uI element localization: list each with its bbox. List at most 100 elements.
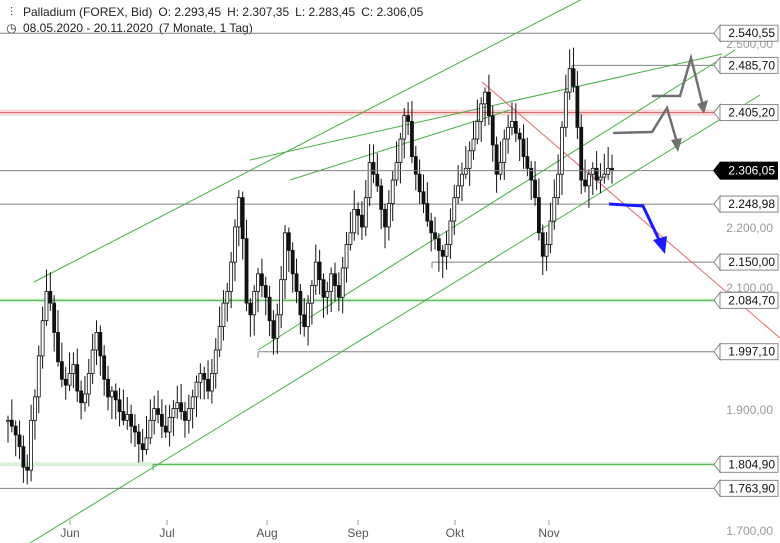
candle-body [163,425,168,433]
candle-body [83,393,87,404]
level-label: 2.405,20 [728,106,775,120]
candle-body [460,173,464,187]
candle-body [13,425,18,436]
candle-body [248,302,253,316]
y-tick-label: 1.700,00 [726,524,773,538]
candle-body [252,290,257,316]
candle-body [340,267,345,298]
candle-body [240,197,245,240]
y-tick-label: 2.200,00 [726,221,773,235]
candle-body [486,91,491,117]
candle-body [183,411,187,421]
candle-body [29,419,33,471]
level-label-pointer [713,454,721,474]
candle-body [498,162,503,175]
low-value: L: 2.283,45 [295,5,356,19]
candle-body [587,173,591,187]
candle-body [94,332,99,351]
candle-body [90,349,95,374]
candle-body [371,162,376,175]
candle-body [321,279,326,298]
candle-body [475,121,480,140]
candle-body [333,273,337,286]
candle-body [133,425,137,433]
candle-body [540,232,545,257]
candle-body [79,390,83,404]
candle-body [413,156,418,175]
level-label: 1.997,10 [728,345,775,359]
candle-body [306,302,310,327]
candle-body [567,68,572,93]
candle-body [194,381,199,398]
candle-body [117,399,122,412]
candle-body [406,115,411,122]
arrowhead-lower [671,138,682,152]
candle-body [375,173,380,187]
x-tick-label: Nov [538,526,559,540]
candle-body [102,355,107,380]
candle-body [148,419,153,439]
channel-upper-inner-line [249,53,723,161]
candle-body [217,326,222,351]
candle-body [302,314,307,327]
candle-body [521,138,526,158]
candle-body [348,232,353,245]
candle-body [410,121,414,158]
candle-body [440,249,445,257]
candle-body [298,290,303,316]
candle-body [40,320,45,357]
candle-body [356,208,360,216]
candle-body [67,373,72,386]
open-value: O: 2.293,45 [158,5,222,19]
candle-body [260,273,264,286]
candle-body [121,411,126,421]
candle-body [467,150,472,169]
level-label-pointer [713,55,721,75]
current-price-pointer [713,161,720,180]
chart-header-line1: ⫶ Palladium (FOREX, Bid) O: 2.293,45 H: 2.3… [6,5,429,20]
candle-body [129,414,134,427]
candle-body [510,121,514,128]
candle-body [325,290,330,298]
candle-body [144,437,149,451]
candle-body [379,185,384,210]
candle-body [36,355,41,398]
candle-body [548,220,553,245]
candle-body [221,302,226,327]
candle-body [106,378,110,398]
candle-body [21,446,26,468]
candle-body [156,408,160,415]
candle-body [159,414,164,427]
level-label: 2.485,70 [728,58,775,72]
candle-body [502,138,507,163]
candle-body [360,214,364,228]
level-label-pointer [713,342,721,362]
candle-body [490,115,495,146]
y-tick-label: 2.100,00 [726,281,773,295]
candle-body [198,373,203,383]
level-label: 2.084,70 [728,293,775,307]
projection-arrow-upper [652,53,706,111]
chart-type-icon[interactable]: ⫶ [9,5,13,19]
candle-body [63,378,68,386]
clock-icon: ◷ [6,21,17,35]
level-label-pointer [713,252,721,272]
x-tick-label: Aug [256,526,277,540]
candle-body [594,167,599,181]
x-tick-label: Jul [159,526,174,540]
candle-body [310,285,314,304]
level-label-pointer [713,194,721,214]
candle-body [229,261,234,292]
candle-body [544,244,549,257]
level-label: 2.150,00 [728,255,775,269]
candle-body [59,361,64,380]
candle-body [363,197,368,228]
level-label-pointer [713,103,721,123]
candle-body [433,232,437,240]
candle-body [140,443,145,451]
candle-body [186,408,191,421]
candle-body [236,197,241,228]
channel-upper-line [33,0,582,283]
candle-body [175,402,180,409]
